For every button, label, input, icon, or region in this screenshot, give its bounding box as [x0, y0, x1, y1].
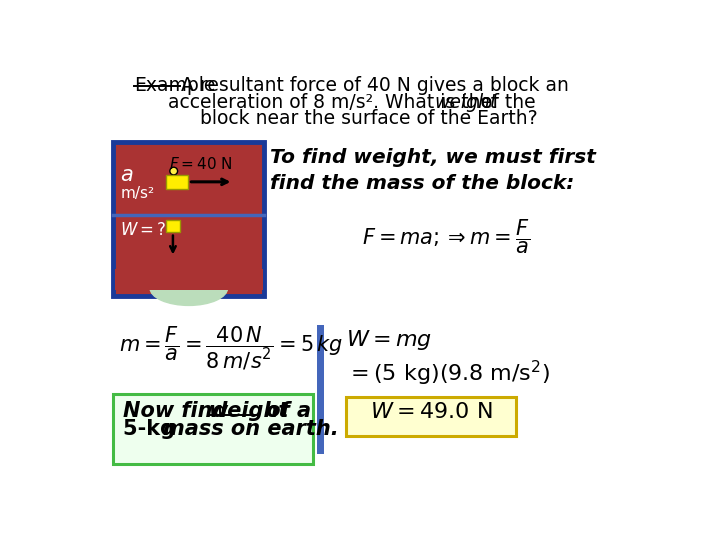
Text: $= (5\ \mathrm{kg})(9.8\ \mathrm{m/s^2})$: $= (5\ \mathrm{kg})(9.8\ \mathrm{m/s^2})… [346, 359, 549, 388]
Circle shape [170, 167, 178, 175]
Text: 5-kg: 5-kg [122, 419, 181, 439]
Bar [166, 220, 180, 232]
Text: block near the surface of the Earth?: block near the surface of the Earth? [200, 110, 538, 129]
Text: weight: weight [208, 401, 288, 421]
Text: $F = ma;\Rightarrow m = \dfrac{F}{a}$: $F = ma;\Rightarrow m = \dfrac{F}{a}$ [362, 217, 531, 256]
Text: acceleration of 8 m/s². What is the: acceleration of 8 m/s². What is the [168, 92, 498, 112]
Text: of a: of a [259, 401, 311, 421]
Text: Example: Example [134, 76, 215, 94]
Bar [113, 394, 313, 464]
Bar [346, 397, 516, 436]
Bar [114, 269, 263, 291]
Text: $W = mg$: $W = mg$ [346, 328, 432, 352]
Text: Now find: Now find [122, 401, 234, 421]
Text: To find weight, we must first
find the mass of the block:: To find weight, we must first find the m… [270, 148, 595, 193]
Text: of the: of the [475, 92, 536, 112]
Bar [113, 142, 264, 296]
Text: $W=?$: $W=?$ [120, 221, 167, 239]
Bar [317, 325, 324, 455]
Text: mass on earth.: mass on earth. [163, 419, 338, 439]
Text: $F = 40\ \mathrm{N}$: $F = 40\ \mathrm{N}$ [169, 156, 233, 172]
Text: $m = \dfrac{F}{a} = \dfrac{40\,N}{8\,m / s^{2}} = 5\,kg$: $m = \dfrac{F}{a} = \dfrac{40\,N}{8\,m /… [120, 325, 343, 372]
Ellipse shape [150, 271, 228, 306]
Text: weight: weight [434, 92, 498, 112]
Text: $W = 49.0\ \mathrm{N}$: $W = 49.0\ \mathrm{N}$ [370, 402, 492, 422]
Text: m/s²: m/s² [120, 186, 154, 201]
Text: A resultant force of 40 N gives a block an: A resultant force of 40 N gives a block … [181, 76, 570, 94]
Text: $a$: $a$ [120, 165, 134, 185]
Bar [166, 175, 188, 189]
